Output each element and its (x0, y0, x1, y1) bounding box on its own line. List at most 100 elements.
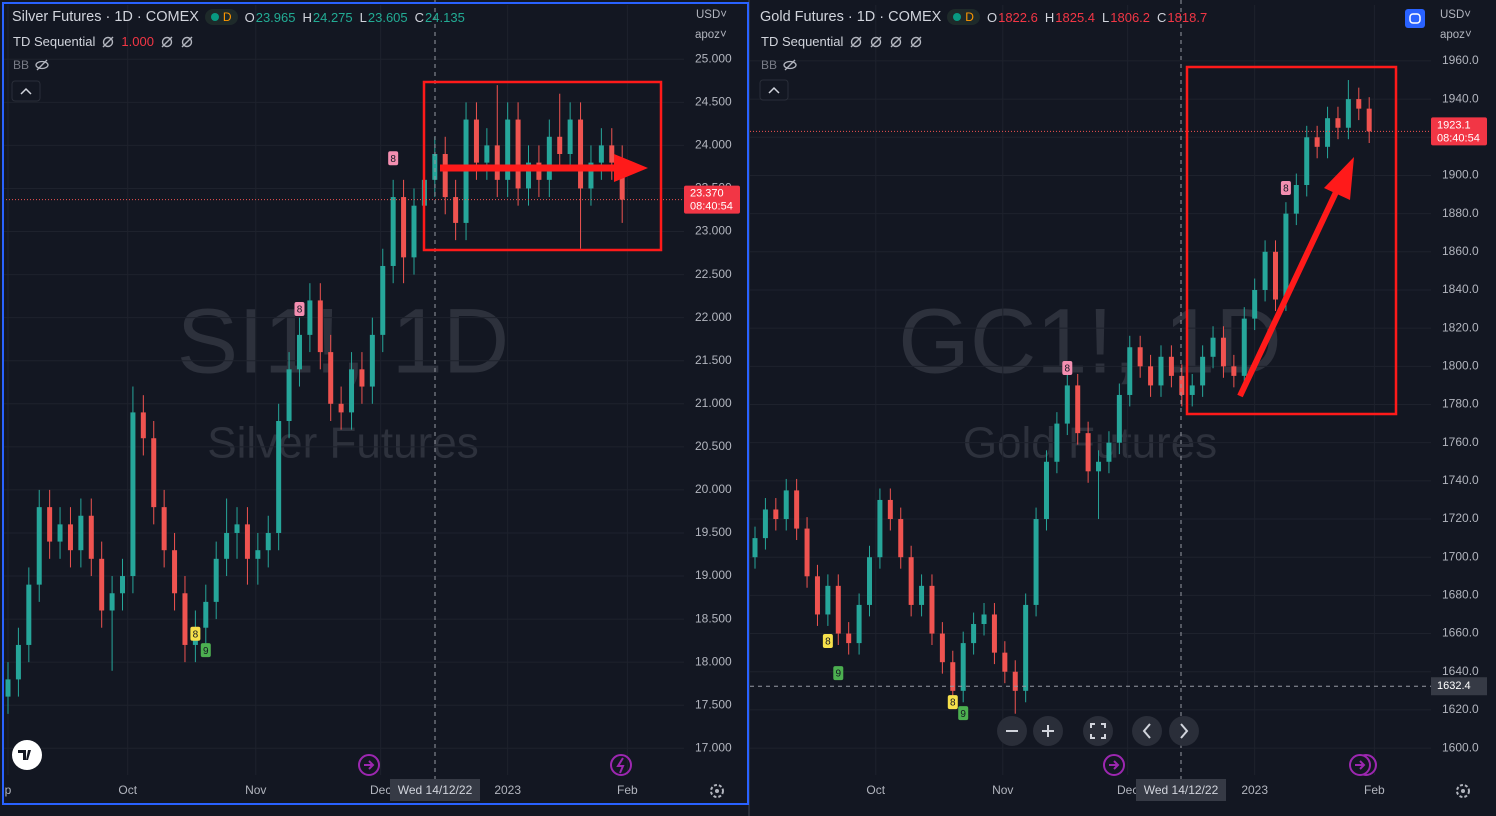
ohlc-item: H24.275 (301, 10, 352, 25)
unit-menu[interactable]: apoz˅ (1440, 29, 1472, 41)
ohlc-value: 1806.2 (1110, 9, 1151, 25)
crosshair-date-box (1136, 779, 1226, 801)
hidden-icon[interactable] (35, 58, 49, 72)
zoom-in-button[interactable] (1033, 716, 1063, 746)
candle-body (1210, 337, 1216, 357)
currency-menu[interactable]: USD˅ (1440, 9, 1471, 21)
candle-body (442, 154, 448, 198)
indicator-param: 1.000 (121, 34, 154, 49)
collapse-button[interactable] (11, 80, 41, 102)
x-tick-label: Oct (866, 783, 885, 797)
arrow-head (614, 154, 648, 182)
event-icon[interactable] (358, 754, 380, 776)
hidden-icon[interactable] (783, 58, 797, 72)
currency: USD (696, 9, 721, 21)
reset-button[interactable] (1083, 716, 1113, 746)
indicator-name[interactable]: TD Sequential (13, 34, 96, 49)
candle-body (578, 119, 584, 189)
ohlc-value: 1822.6 (998, 9, 1038, 25)
candle-body (1085, 433, 1091, 472)
unit: apoz (1440, 29, 1465, 41)
candle-body (1283, 213, 1289, 300)
empty-icon (161, 36, 173, 47)
ohlc-value: 24.275 (312, 9, 353, 25)
candle-body (213, 558, 219, 602)
candle-body (494, 145, 500, 180)
symbol-title[interactable]: Silver Futures · 1D · COMEX (12, 9, 199, 25)
candle-body (804, 528, 810, 577)
ohlc-item: C24.135 (414, 10, 465, 25)
collapse-button[interactable] (759, 79, 789, 101)
candle-body (390, 197, 396, 266)
candle-body (1356, 99, 1362, 109)
candle-body (1345, 99, 1351, 128)
candle-body (67, 524, 73, 551)
candle-body (36, 507, 42, 585)
y-tick-label: 1880.0 (1442, 206, 1479, 220)
x-tick-label: Nov (992, 783, 1013, 797)
candle-body (473, 119, 479, 163)
crosshair-price-label: 1632.4 (1437, 680, 1471, 692)
candle-body (328, 352, 334, 404)
candle-body (1033, 519, 1039, 605)
candle-body (588, 162, 594, 189)
candle-body (99, 558, 105, 611)
last-price-tag (684, 185, 740, 214)
ohlc-item: H1825.4 (1044, 10, 1095, 25)
arrow-head (1324, 157, 1354, 200)
event-icon[interactable] (1349, 754, 1377, 776)
crosshair-date-box (390, 779, 480, 801)
candle-body (1043, 461, 1049, 520)
y-tick-label: 1940.0 (1442, 91, 1479, 105)
candle-body (140, 412, 146, 439)
candle-body (244, 524, 250, 559)
ohlc-value: 23.965 (255, 9, 296, 25)
watermark-subtitle: Silver Futures (207, 419, 478, 468)
zoom-out-button[interactable] (997, 716, 1027, 746)
empty-icon (102, 36, 114, 47)
candle-body (203, 601, 209, 628)
candle-body (950, 662, 956, 691)
scroll-right-button[interactable] (1169, 716, 1199, 746)
candle-body (151, 438, 157, 508)
unit-menu[interactable]: apoz˅ (695, 29, 727, 41)
candle-body (846, 633, 852, 644)
last-price-label: 1923.1 (1437, 119, 1471, 131)
sync-button[interactable] (1405, 9, 1425, 28)
td-count: 8 (950, 698, 956, 709)
x-tick-label: Feb (617, 783, 638, 797)
candle-body (981, 614, 987, 625)
candle-body (609, 145, 615, 163)
candle-body (265, 532, 271, 551)
symbol-title[interactable]: Gold Futures · 1D · COMEX (760, 9, 942, 25)
currency-menu[interactable]: USD˅ (696, 9, 727, 21)
overlay-name[interactable]: BB (13, 58, 30, 72)
y-tick-label: 1840.0 (1442, 282, 1479, 296)
candle-body (307, 300, 313, 335)
interval-badge: D (204, 9, 238, 25)
ohlc-key: L (1102, 9, 1110, 25)
y-tick-label: 23.000 (695, 224, 732, 238)
watermark: SI1!, 1D (177, 290, 509, 392)
candle-body (401, 197, 407, 258)
event-icon[interactable] (1103, 754, 1125, 776)
indicator-name[interactable]: TD Sequential (761, 34, 844, 49)
y-tick-label: 1960.0 (1442, 53, 1479, 67)
y-tick-label: 1780.0 (1442, 397, 1479, 411)
settings-button[interactable] (1456, 784, 1470, 798)
y-tick-label: 21.000 (695, 396, 732, 410)
y-tick-label: 1680.0 (1442, 588, 1479, 602)
candle-body (1314, 137, 1320, 147)
y-tick-label: 20.500 (695, 439, 732, 453)
empty-icon (910, 36, 922, 47)
y-tick-label: 1900.0 (1442, 168, 1479, 182)
indicator-row: TD Sequential (761, 34, 923, 49)
overlay-name[interactable]: BB (761, 58, 778, 72)
ohlc-key: O (986, 9, 998, 25)
event-icon[interactable] (610, 754, 632, 776)
candle-body (835, 585, 841, 634)
settings-button[interactable] (710, 784, 724, 798)
candle-body (919, 585, 925, 605)
candle-body (1012, 671, 1018, 691)
scroll-left-button[interactable] (1132, 716, 1162, 746)
